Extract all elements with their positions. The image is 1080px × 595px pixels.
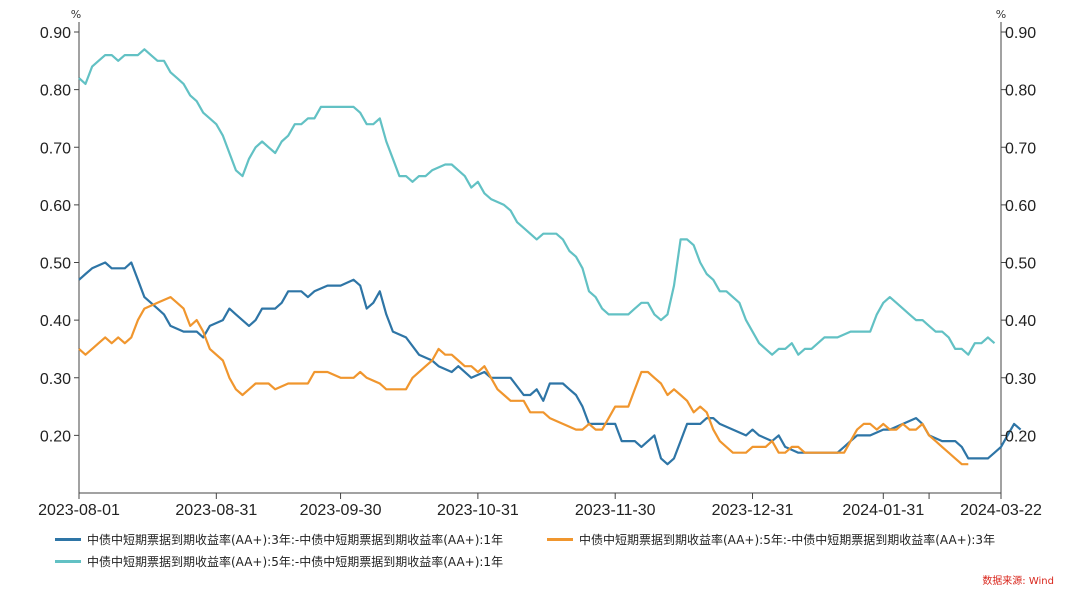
legend-item-5y-3y: 中债中短期票据到期收益率(AA+):5年:-中债中短期票据到期收益率(AA+):… (547, 531, 995, 548)
series-5y-minus-3y (78, 296, 969, 466)
series-5y-minus-1y (78, 48, 996, 356)
source-note: 数据来源: Wind (982, 576, 1054, 587)
series-3y-minus-1y (78, 261, 1022, 466)
y-tick-label-right: 0.60 (1005, 198, 1036, 215)
y-tick-label-right: 0.50 (1005, 256, 1036, 273)
y-tick-label-left: 0.30 (40, 371, 71, 388)
y-tick-label-right: 0.30 (1005, 371, 1036, 388)
legend-swatch-5y-3y (547, 538, 573, 541)
y-tick-label-left: 0.50 (40, 256, 71, 273)
x-tick-label: 2023-11-30 (575, 502, 656, 519)
y-tick-label-right: 0.80 (1005, 83, 1036, 100)
x-tick-label: 2024-03-22 (960, 502, 1042, 519)
y-tick-label-left: 0.20 (40, 428, 71, 445)
y-unit-right: % (996, 8, 1006, 21)
y-tick-label-left: 0.80 (40, 83, 71, 100)
y-tick-label-right: 0.40 (1005, 313, 1036, 330)
series-lines (78, 48, 1022, 466)
tick-labels: % %0.90 0.900.80 0.800.70 0.700.60 0.600.50 0.… (38, 8, 1042, 519)
legend-item-5y-1y: 中债中短期票据到期收益率(AA+):5年:-中债中短期票据到期收益率(AA+):… (55, 553, 503, 570)
x-tick-label: 2023-08-31 (175, 502, 257, 519)
y-unit-left: % (71, 8, 81, 21)
legend-label-3y-1y: 中债中短期票据到期收益率(AA+):3年:-中债中短期票据到期收益率(AA+):… (87, 533, 504, 547)
x-tick-label: 2023-10-31 (437, 502, 519, 519)
legend-swatch-5y-1y (55, 560, 81, 563)
legend-label-5y-1y: 中债中短期票据到期收益率(AA+):5年:-中债中短期票据到期收益率(AA+):… (87, 555, 504, 569)
axes (74, 22, 1006, 499)
legend-swatch-3y-1y (55, 538, 81, 541)
y-tick-label-left: 0.70 (40, 140, 71, 157)
x-tick-label: 2023-08-01 (38, 502, 120, 519)
y-tick-label-left: 0.60 (40, 198, 71, 215)
x-tick-label: 2023-12-31 (712, 502, 794, 519)
y-tick-label-right: 0.70 (1005, 140, 1036, 157)
x-tick-label: 2024-01-31 (842, 502, 924, 519)
y-tick-label-right: 0.90 (1005, 25, 1036, 42)
legend-label-5y-3y: 中债中短期票据到期收益率(AA+):5年:-中债中短期票据到期收益率(AA+):… (579, 533, 996, 547)
y-tick-label-right: 0.20 (1005, 428, 1036, 445)
legend-item-3y-1y: 中债中短期票据到期收益率(AA+):3年:-中债中短期票据到期收益率(AA+):… (55, 531, 503, 548)
y-tick-label-left: 0.90 (40, 25, 71, 42)
y-tick-label-left: 0.40 (40, 313, 71, 330)
x-tick-label: 2023-09-30 (300, 502, 382, 519)
